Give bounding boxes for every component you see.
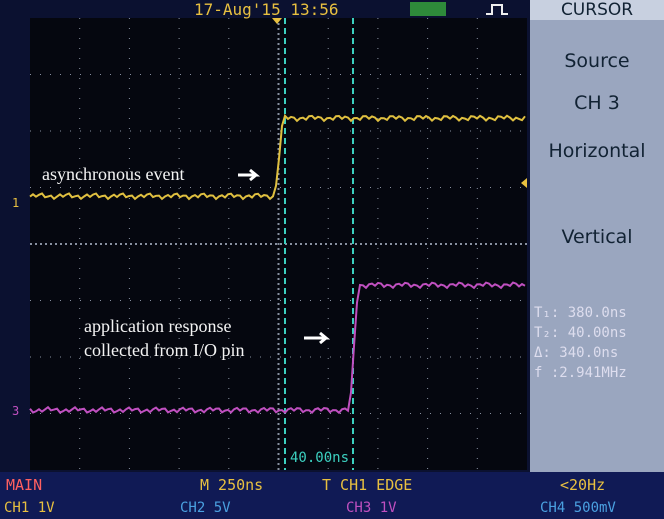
menu-title: CURSOR	[530, 0, 664, 20]
footer-ch: CH2 5V	[180, 500, 231, 516]
menu-item[interactable]: Vertical	[530, 226, 664, 248]
readout: T₁: 380.0ns	[534, 305, 627, 321]
channel-marker: 1	[12, 196, 19, 210]
menu-item[interactable]: Source	[530, 50, 664, 72]
annotation: asynchronous event	[42, 164, 184, 185]
menu-item[interactable]: CH 3	[530, 92, 664, 114]
footer-trigger: T CH1 EDGE	[322, 476, 412, 494]
battery	[410, 2, 446, 16]
readout: f :2.941MHz	[534, 365, 627, 381]
channel-marker: 3	[12, 404, 19, 418]
readout: Δ: 340.0ns	[534, 345, 618, 361]
footer-freq: <20Hz	[560, 476, 605, 494]
footer-ch: CH4 500mV	[540, 500, 616, 516]
footer-timebase: M 250ns	[200, 476, 263, 494]
menu-item[interactable]: Horizontal	[530, 140, 664, 162]
datetime: 17-Aug'15 13:56	[194, 0, 339, 19]
footer-mode: MAIN	[6, 476, 42, 494]
footer-ch: CH1 1V	[4, 500, 55, 516]
cursor-label: 40.00ns	[290, 450, 349, 466]
footer-ch: CH3 1V	[346, 500, 397, 516]
readout: T₂: 40.00ns	[534, 325, 627, 341]
annotation: collected from I/O pin	[84, 340, 244, 361]
annotation: application response	[84, 316, 231, 337]
display	[0, 0, 664, 519]
scope-screen: 17-Aug'15 13:56 CURSOR Source CH 3 Horiz…	[0, 0, 664, 519]
